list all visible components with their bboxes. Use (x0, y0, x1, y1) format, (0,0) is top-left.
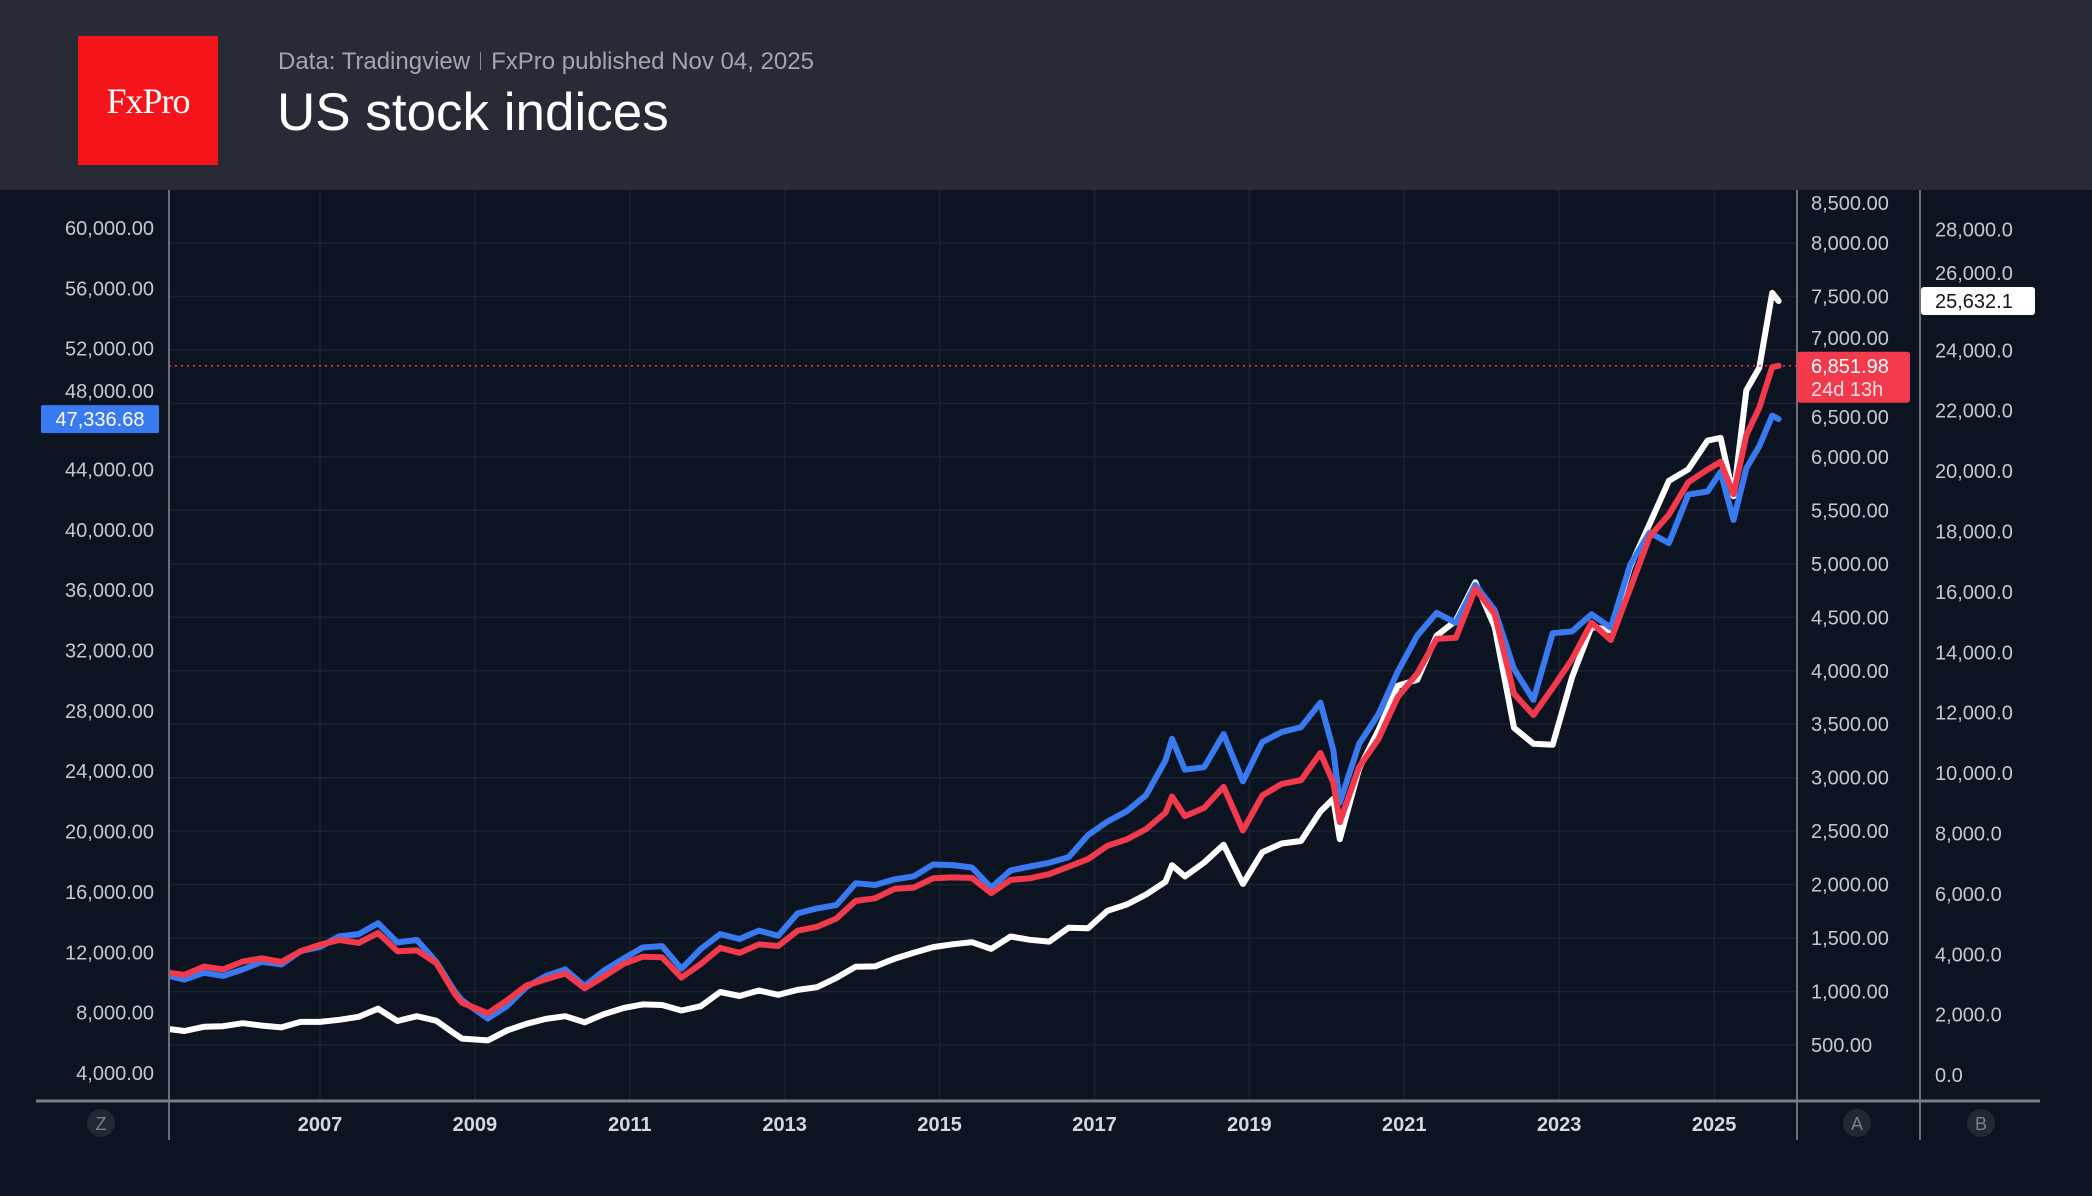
fxpro-logo: FxPro (78, 36, 218, 165)
axis-badge-b-circle (1967, 1109, 1995, 1137)
axis-a-tick: 8,500.00 (1811, 193, 1889, 215)
axis-a-tick: 5,000.00 (1811, 554, 1889, 576)
axis-b-tick: 24,000.0 (1935, 340, 2013, 362)
x-axis-tick: 2021 (1382, 1114, 1427, 1136)
axis-a-tick: 6,500.00 (1811, 407, 1889, 429)
axis-a-tick: 6,000.00 (1811, 447, 1889, 469)
left-axis-tick: 28,000.00 (65, 701, 154, 723)
x-axis-tick: 2025 (1692, 1114, 1737, 1136)
left-axis-tick: 36,000.00 (65, 580, 154, 602)
left-axis-tick: 52,000.00 (65, 339, 154, 361)
axis-b-tick: 0.0 (1935, 1065, 1963, 1087)
left-axis-tick: 44,000.00 (65, 459, 154, 481)
x-axis-tick: 2011 (608, 1114, 651, 1136)
axis-b-tick: 28,000.0 (1935, 220, 2013, 242)
x-axis-tick: 2019 (1227, 1114, 1272, 1136)
axis-badge-z-circle (87, 1109, 115, 1137)
dow-price-label: 47,336.68 (56, 409, 145, 431)
page-title: US stock indices (277, 83, 669, 142)
axis-a-tick: 4,000.00 (1811, 661, 1889, 683)
left-axis-tick: 32,000.00 (65, 641, 154, 663)
header: FxPro Data: Tradingview FxPro published N… (0, 0, 2092, 190)
axis-a-tick: 5,500.00 (1811, 500, 1889, 522)
axis-a-tick: 7,500.00 (1811, 286, 1889, 308)
x-axis-tick: 2013 (762, 1114, 807, 1136)
axis-a-tick: 8,000.00 (1811, 233, 1889, 255)
axis-b-tick: 10,000.0 (1935, 763, 2013, 785)
x-axis-tick: 2007 (298, 1114, 343, 1136)
data-source: Data: Tradingview (278, 48, 471, 75)
axis-a-tick: 1,500.00 (1811, 928, 1889, 950)
left-axis-tick: 16,000.00 (65, 882, 154, 904)
left-axis-tick: 8,000.00 (76, 1003, 154, 1025)
sp500-price-label-bg (1797, 351, 1910, 403)
axis-a-tick: 2,500.00 (1811, 821, 1889, 843)
axis-b-tick: 12,000.0 (1935, 703, 2013, 725)
axis-a-tick: 3,000.00 (1811, 768, 1889, 790)
axis-a-tick: 500.00 (1811, 1035, 1872, 1057)
axis-b-tick: 16,000.0 (1935, 582, 2013, 604)
series-line-left (169, 412, 1782, 1022)
x-axis-tick: 2017 (1072, 1114, 1117, 1136)
x-axis-tick: 2009 (453, 1114, 498, 1136)
left-axis-tick: 12,000.00 (65, 942, 154, 964)
axis-a-tick: 1,000.00 (1811, 982, 1889, 1004)
nasdaq-price-label: 25,632.1 (1935, 291, 2013, 313)
left-axis-tick: 60,000.00 (65, 218, 154, 240)
left-axis-tick: 40,000.00 (65, 520, 154, 542)
x-axis-tick: 2015 (917, 1114, 962, 1136)
axis-b-tick: 6,000.0 (1935, 884, 2002, 906)
axis-b-tick: 8,000.0 (1935, 824, 2002, 846)
left-axis-tick: 56,000.00 (65, 278, 154, 300)
sp500-price-label: 6,851.98 (1811, 356, 1889, 378)
axis-badge-a: A (1851, 1114, 1863, 1134)
dow-price-label-bg (41, 405, 159, 434)
left-axis-tick: 48,000.00 (65, 381, 154, 403)
axis-a-tick: 7,000.00 (1811, 328, 1889, 350)
axis-a-tick: 3,500.00 (1811, 714, 1889, 736)
x-axis-tick: 2023 (1537, 1114, 1582, 1136)
left-axis-tick: 4,000.00 (76, 1063, 154, 1085)
series-line-b (169, 289, 1782, 1044)
axis-b-tick: 18,000.0 (1935, 522, 2013, 544)
nasdaq-price-label-bg (1921, 287, 2035, 316)
left-axis-tick: 20,000.00 (65, 822, 154, 844)
series-line-a (169, 362, 1782, 1017)
grid (169, 190, 1797, 1101)
divider (480, 52, 482, 70)
left-axis-tick: 24,000.00 (65, 761, 154, 783)
subtitle: Data: Tradingview FxPro published Nov 04,… (278, 48, 814, 76)
axis-b-tick: 14,000.0 (1935, 642, 2013, 664)
sp500-countdown: 24d 13h (1811, 379, 1883, 401)
published-date: FxPro published Nov 04, 2025 (491, 48, 814, 75)
axis-badge-b: B (1975, 1114, 1987, 1134)
axes: 60,000.00 56,000.00 52,000.00 48,000.00 44,0… (36, 190, 2040, 1140)
axis-b-tick: 20,000.0 (1935, 461, 2013, 483)
axis-b-tick: 22,000.0 (1935, 401, 2013, 423)
axis-b-tick: 26,000.0 (1935, 263, 2013, 285)
axis-a-tick: 2,000.00 (1811, 875, 1889, 897)
axis-badge-z: Z (96, 1114, 107, 1134)
axis-b-tick: 2,000.0 (1935, 1005, 2002, 1027)
axis-badge-a-circle (1843, 1109, 1871, 1137)
series-lines (169, 289, 1782, 1044)
axis-a-tick: 4,500.00 (1811, 607, 1889, 629)
axis-b-tick: 4,000.0 (1935, 944, 2002, 966)
